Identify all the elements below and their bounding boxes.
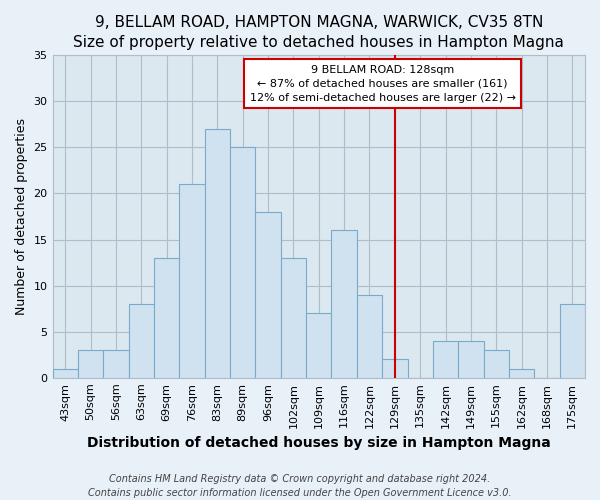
Bar: [484, 350, 509, 378]
X-axis label: Distribution of detached houses by size in Hampton Magna: Distribution of detached houses by size …: [87, 436, 551, 450]
Bar: [103, 350, 128, 378]
Text: 9 BELLAM ROAD: 128sqm
← 87% of detached houses are smaller (161)
12% of semi-det: 9 BELLAM ROAD: 128sqm ← 87% of detached …: [250, 65, 515, 103]
Bar: [128, 304, 154, 378]
Bar: [78, 350, 103, 378]
Bar: [382, 360, 407, 378]
Bar: [331, 230, 357, 378]
Bar: [509, 368, 534, 378]
Y-axis label: Number of detached properties: Number of detached properties: [15, 118, 28, 315]
Bar: [458, 341, 484, 378]
Text: Contains HM Land Registry data © Crown copyright and database right 2024.
Contai: Contains HM Land Registry data © Crown c…: [88, 474, 512, 498]
Bar: [306, 314, 331, 378]
Bar: [230, 148, 256, 378]
Bar: [256, 212, 281, 378]
Bar: [560, 304, 585, 378]
Bar: [154, 258, 179, 378]
Title: 9, BELLAM ROAD, HAMPTON MAGNA, WARWICK, CV35 8TN
Size of property relative to de: 9, BELLAM ROAD, HAMPTON MAGNA, WARWICK, …: [73, 15, 564, 50]
Bar: [357, 295, 382, 378]
Bar: [179, 184, 205, 378]
Bar: [281, 258, 306, 378]
Bar: [205, 129, 230, 378]
Bar: [53, 368, 78, 378]
Bar: [433, 341, 458, 378]
